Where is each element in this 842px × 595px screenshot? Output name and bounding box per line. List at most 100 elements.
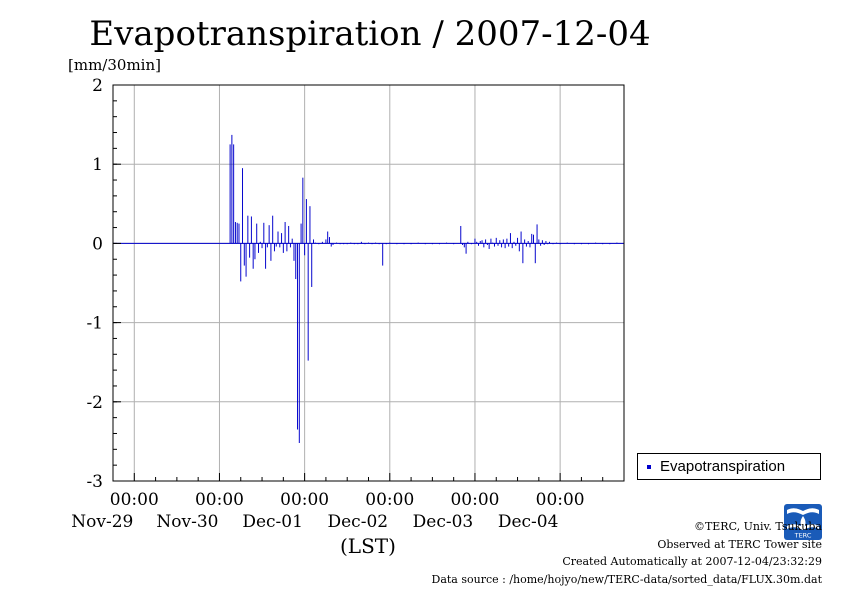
data-bar — [540, 243, 542, 246]
x-tick-date-label: Nov-29 — [71, 512, 133, 532]
data-bar — [463, 243, 465, 248]
data-bar — [525, 243, 527, 247]
data-bar — [277, 231, 279, 244]
data-bar — [286, 243, 288, 252]
data-bar — [247, 215, 249, 244]
data-bar — [250, 216, 252, 244]
data-bar — [547, 243, 549, 245]
legend-label: Evapotranspiration — [660, 458, 786, 475]
data-bar — [566, 242, 568, 244]
data-bar — [300, 223, 302, 244]
data-bar — [474, 238, 476, 244]
data-bar — [254, 243, 256, 260]
tick-labels: 210-1-2-300:00Nov-2900:00Nov-3000:00Dec-… — [71, 76, 584, 532]
data-bar — [515, 243, 517, 246]
data-bar — [256, 223, 258, 244]
y-tick-label: 0 — [92, 234, 103, 254]
data-bar — [465, 243, 467, 254]
data-bar — [314, 242, 316, 244]
data-bar — [495, 237, 497, 244]
data-bar — [533, 234, 534, 244]
data-bar — [506, 238, 508, 244]
x-tick-time-label: 00:00 — [195, 490, 244, 510]
data-bar — [485, 239, 487, 244]
data-bar — [536, 224, 538, 244]
data-bar — [336, 242, 338, 244]
data-bar — [357, 243, 359, 245]
data-bar — [368, 242, 369, 244]
data-bar — [534, 243, 536, 264]
y-tick-label: -3 — [86, 472, 103, 492]
data-bar — [424, 243, 426, 245]
data-bar — [309, 206, 311, 244]
data-bar — [389, 242, 391, 244]
data-bar — [298, 243, 300, 443]
data-bar — [501, 243, 503, 248]
data-bar — [417, 242, 419, 244]
y-axis-unit-label: [mm/30min] — [68, 56, 161, 74]
data-bar — [297, 243, 299, 430]
plot-frame — [112, 84, 625, 482]
data-bar — [263, 222, 265, 244]
data-bar — [265, 243, 267, 269]
data-bar — [318, 243, 320, 245]
data-bar — [602, 243, 604, 245]
data-bar — [304, 243, 306, 256]
data-bar — [275, 243, 277, 247]
data-bar — [328, 237, 330, 244]
data-bar — [490, 238, 492, 244]
data-bar — [385, 243, 387, 245]
data-bar — [364, 243, 366, 245]
y-tick-label: -1 — [86, 314, 103, 334]
data-bar — [543, 243, 545, 245]
data-bar — [295, 243, 297, 280]
footer-credits: ©TERC, Univ. Tsukuba Observed at TERC To… — [432, 518, 823, 588]
footer-copyright: ©TERC, Univ. Tsukuba — [693, 520, 822, 533]
chart-title: Evapotranspiration / 2007-12-04 — [89, 14, 651, 54]
x-tick-time-label: 00:00 — [450, 490, 499, 510]
data-bar — [330, 243, 332, 247]
data-bar — [511, 243, 513, 249]
grid-lines — [113, 84, 624, 482]
data-bar — [588, 243, 590, 245]
data-bar — [520, 231, 522, 244]
data-bar — [476, 241, 478, 244]
x-tick-date-label: Dec-02 — [327, 512, 388, 532]
data-bar — [293, 243, 295, 261]
x-tick-time-label: 00:00 — [110, 490, 159, 510]
data-bar — [486, 243, 488, 245]
data-bar — [258, 243, 259, 253]
data-bar — [527, 241, 529, 244]
data-bar — [502, 239, 504, 244]
x-axis-title: (LST) — [340, 534, 396, 558]
data-bar — [259, 241, 261, 244]
data-bar — [493, 243, 495, 247]
data-bar — [249, 243, 251, 258]
data-bar — [467, 241, 469, 244]
data-bar — [273, 243, 275, 252]
data-bar — [552, 243, 554, 245]
data-bar — [446, 242, 448, 244]
bar-series — [113, 134, 625, 443]
data-bar — [559, 243, 561, 245]
data-bar — [541, 240, 543, 244]
data-bar — [529, 243, 531, 248]
data-bar — [431, 243, 433, 245]
data-bar — [504, 243, 506, 249]
data-bar — [382, 243, 384, 266]
data-bar — [616, 242, 618, 244]
x-tick-time-label: 00:00 — [280, 490, 329, 510]
data-bar — [270, 243, 272, 261]
data-bar — [396, 243, 398, 245]
data-bar — [313, 239, 314, 244]
data-bar — [499, 240, 501, 244]
data-bar — [302, 177, 304, 244]
data-bar — [284, 222, 286, 244]
data-bar — [261, 243, 263, 249]
data-bar — [252, 243, 254, 269]
data-bar — [350, 242, 352, 244]
svg-text:TERC: TERC — [794, 532, 812, 540]
data-bar — [233, 144, 235, 244]
data-bar — [231, 134, 233, 244]
